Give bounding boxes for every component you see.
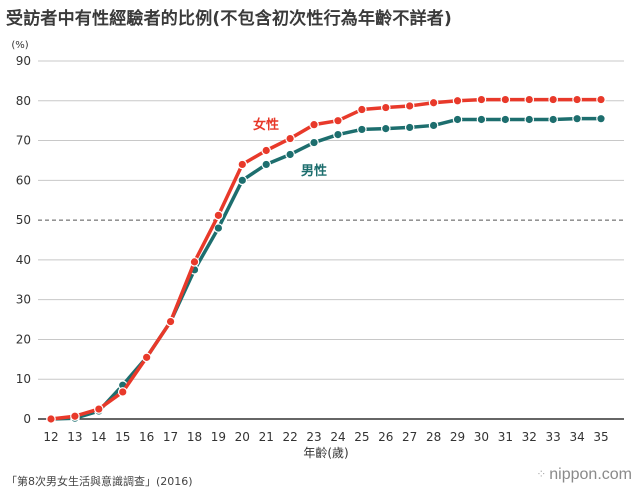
data-point-male: [524, 114, 535, 125]
data-point-male: [548, 114, 558, 125]
y-tick-label: 30: [16, 293, 31, 307]
data-point-male: [572, 113, 582, 124]
x-tick-label: 22: [282, 430, 297, 444]
x-tick-label: 18: [187, 430, 202, 444]
x-tick-label: 20: [235, 430, 250, 444]
data-point-female: [333, 115, 343, 126]
series-label-female: 女性: [253, 117, 279, 133]
data-point-female: [548, 94, 558, 105]
data-point-female: [94, 404, 104, 414]
x-axis-label: 年齡(歲): [303, 446, 348, 460]
data-point-male: [213, 223, 224, 233]
x-tick-label: 14: [91, 430, 106, 444]
data-point-female: [357, 104, 367, 115]
x-tick-label: 13: [67, 430, 82, 444]
brand-logo: ⁘ nippon.com: [536, 466, 632, 484]
y-axis-label: (%): [11, 40, 28, 51]
x-tick-label: 34: [569, 430, 584, 444]
data-point-female: [452, 95, 463, 106]
data-point-female: [572, 94, 582, 105]
data-point-female: [261, 145, 272, 156]
x-tick-label: 31: [498, 430, 513, 444]
series-label-male: 男性: [301, 163, 327, 179]
data-point-female: [309, 119, 319, 130]
data-point-female: [476, 94, 487, 105]
x-tick-label: 23: [306, 430, 321, 444]
data-point-male: [428, 120, 439, 131]
x-tick-label: 26: [378, 430, 393, 444]
data-point-male: [380, 123, 391, 134]
data-point-female: [237, 159, 248, 170]
x-tick-label: 19: [211, 430, 226, 444]
data-point-female: [404, 101, 415, 111]
data-point-male: [333, 129, 343, 140]
chart-title: 受訪者中有性經驗者的比例(不包含初次性行為年齡不詳者): [6, 9, 452, 29]
data-point-male: [237, 175, 248, 186]
x-tick-label: 21: [259, 430, 274, 444]
brand-name: nippon.com: [549, 466, 632, 483]
y-tick-label: 40: [16, 253, 31, 267]
x-tick-label: 24: [330, 430, 345, 444]
x-tick-label: 17: [163, 430, 178, 444]
data-point-male: [309, 137, 319, 148]
y-tick-label: 50: [16, 213, 31, 227]
x-tick-label: 12: [43, 430, 58, 444]
source-note: 「第8次男女生活與意識調查」(2016): [6, 475, 193, 488]
x-tick-label: 32: [522, 430, 537, 444]
x-tick-label: 28: [426, 430, 441, 444]
data-point-female: [70, 411, 80, 422]
data-point-female: [596, 94, 606, 105]
data-point-male: [285, 149, 295, 160]
x-tick-label: 16: [139, 430, 154, 444]
data-point-male: [357, 124, 367, 135]
data-point-female: [524, 94, 535, 105]
brand-mark-icon: ⁘: [536, 467, 547, 481]
data-point-male: [596, 113, 606, 124]
data-point-male: [404, 122, 415, 133]
data-point-female: [165, 316, 176, 327]
data-point-male: [261, 159, 272, 170]
x-tick-label: 30: [474, 430, 489, 444]
data-point-female: [117, 387, 128, 397]
data-point-female: [428, 97, 439, 108]
x-tick-label: 35: [593, 430, 608, 444]
y-tick-label: 90: [16, 54, 31, 68]
data-point-female: [213, 210, 224, 221]
y-tick-label: 70: [16, 134, 31, 148]
y-tick-label: 0: [23, 412, 31, 426]
x-tick-label: 15: [115, 430, 130, 444]
x-tick-label: 33: [546, 430, 561, 444]
data-point-male: [476, 114, 487, 125]
data-point-male: [452, 114, 463, 125]
data-point-male: [500, 114, 511, 125]
y-tick-label: 10: [16, 372, 31, 386]
x-tick-label: 25: [354, 430, 369, 444]
y-tick-label: 80: [16, 94, 31, 108]
y-tick-label: 60: [16, 173, 31, 187]
data-point-female: [141, 352, 152, 363]
data-point-female: [46, 414, 56, 424]
data-point-female: [285, 133, 295, 144]
data-point-female: [189, 257, 200, 267]
x-tick-label: 27: [402, 430, 417, 444]
data-point-female: [380, 102, 391, 113]
y-tick-label: 20: [16, 332, 31, 346]
data-point-female: [500, 94, 511, 105]
x-tick-label: 29: [450, 430, 465, 444]
